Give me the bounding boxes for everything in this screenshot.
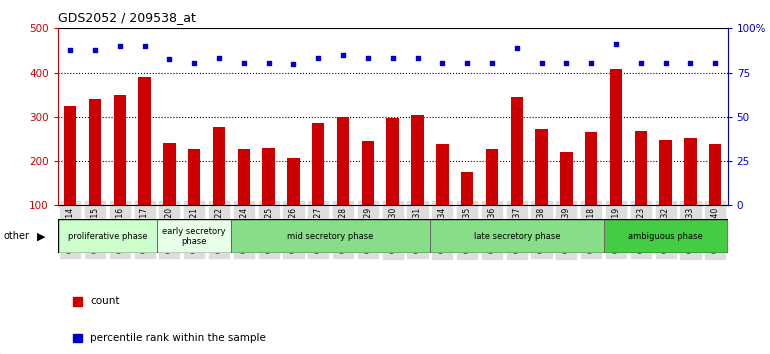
Bar: [287, 158, 300, 205]
Point: [585, 60, 598, 66]
Point: [610, 41, 622, 47]
Bar: [114, 95, 126, 205]
Point: [634, 60, 647, 66]
Bar: [659, 140, 671, 205]
Point: [436, 60, 448, 66]
Text: other: other: [4, 231, 30, 241]
Point: [387, 55, 399, 61]
Bar: [436, 144, 448, 205]
Point: [114, 43, 126, 49]
Bar: [411, 115, 424, 205]
Bar: [634, 131, 647, 205]
Point: [263, 60, 275, 66]
Bar: [535, 129, 547, 205]
Point: [535, 60, 547, 66]
Text: early secretory
phase: early secretory phase: [162, 227, 226, 246]
Point: [709, 60, 721, 66]
Bar: [511, 97, 523, 205]
Point: [213, 56, 225, 61]
Point: [188, 60, 200, 66]
Bar: [610, 69, 622, 205]
Bar: [604, 219, 728, 253]
Point: [685, 60, 697, 66]
Point: [411, 55, 424, 61]
Bar: [430, 219, 604, 253]
Point: [511, 45, 523, 51]
Point: [659, 60, 671, 66]
Bar: [188, 149, 200, 205]
Point: [337, 52, 350, 58]
Text: count: count: [90, 296, 119, 307]
Point: [561, 60, 573, 66]
Bar: [58, 219, 157, 253]
Text: ambiguous phase: ambiguous phase: [628, 232, 703, 241]
Point: [139, 43, 151, 49]
Text: ▶: ▶: [37, 231, 45, 241]
Bar: [232, 219, 430, 253]
Text: percentile rank within the sample: percentile rank within the sample: [90, 333, 266, 343]
Bar: [362, 141, 374, 205]
Point: [312, 55, 324, 61]
Bar: [560, 152, 573, 205]
Bar: [263, 148, 275, 205]
Point: [89, 48, 101, 53]
Bar: [312, 124, 324, 205]
Bar: [139, 77, 151, 205]
Bar: [238, 149, 250, 205]
Bar: [585, 132, 598, 205]
Bar: [64, 106, 76, 205]
Bar: [387, 118, 399, 205]
Point: [461, 60, 474, 66]
Bar: [486, 149, 498, 205]
Point: [362, 55, 374, 61]
Text: proliferative phase: proliferative phase: [68, 232, 147, 241]
Bar: [461, 172, 474, 205]
Bar: [73, 334, 82, 342]
Point: [238, 60, 250, 66]
Text: GDS2052 / 209538_at: GDS2052 / 209538_at: [58, 11, 196, 24]
Bar: [337, 117, 350, 205]
Point: [64, 48, 76, 53]
Point: [287, 61, 300, 67]
Bar: [163, 143, 176, 205]
Text: late secretory phase: late secretory phase: [474, 232, 560, 241]
Point: [486, 60, 498, 66]
Point: [163, 57, 176, 62]
Bar: [73, 297, 82, 306]
Bar: [157, 219, 232, 253]
Bar: [213, 127, 226, 205]
Bar: [685, 138, 697, 205]
Bar: [709, 144, 721, 205]
Text: mid secretory phase: mid secretory phase: [287, 232, 374, 241]
Bar: [89, 99, 101, 205]
